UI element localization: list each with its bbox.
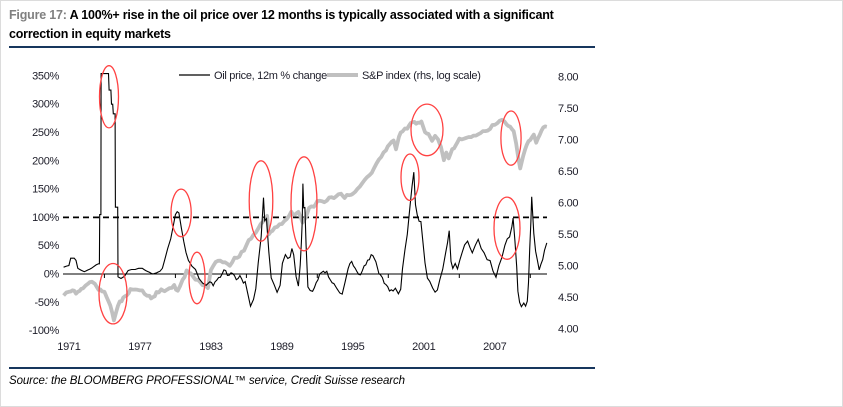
x-axis-tick-label: 1977 xyxy=(128,341,151,353)
right-axis-tick-label: 4.00 xyxy=(558,324,578,336)
figure-label: Figure 17: xyxy=(9,8,67,22)
right-axis-tick-label: 5.50 xyxy=(558,229,578,241)
left-axis-tick-label: 0% xyxy=(44,269,60,281)
figure-title-block: Figure 17: A 100%+ rise in the oil price… xyxy=(9,6,599,44)
highlight-ellipse xyxy=(170,188,192,238)
x-axis-tick-label: 1989 xyxy=(270,341,293,353)
legend-oil-label: Oil price, 12m % change xyxy=(214,70,327,82)
highlight-ellipse xyxy=(500,110,522,166)
left-axis-tick-label: 150% xyxy=(32,184,59,196)
x-axis-tick-label: 2007 xyxy=(483,341,506,353)
left-axis-tick-label: 350% xyxy=(32,70,59,82)
right-axis-tick-label: 6.00 xyxy=(558,198,578,210)
highlight-ellipse xyxy=(290,156,318,252)
legend-sp-label: S&P index (rhs, log scale) xyxy=(362,70,481,82)
highlight-ellipse xyxy=(98,65,120,129)
left-axis-tick-label: 250% xyxy=(32,127,59,139)
left-axis-tick-label: 200% xyxy=(32,155,59,167)
right-axis-tick-label: 6.50 xyxy=(558,166,578,178)
right-axis-tick-label: 7.50 xyxy=(558,103,578,115)
sp-index-line xyxy=(62,117,548,323)
chart-legend: Oil price, 12m % change S&P index (rhs, … xyxy=(179,70,481,82)
left-axis-tick-label: 300% xyxy=(32,99,59,111)
source-text: Source: the BLOOMBERG PROFESSIONAL™ serv… xyxy=(9,375,405,387)
oil-price-line xyxy=(63,73,548,308)
right-axis-tick-label: 4.50 xyxy=(558,292,578,304)
right-axis-tick-label: 5.00 xyxy=(558,261,578,273)
x-axis-tick-label: 1971 xyxy=(57,341,80,353)
figure-title: A 100%+ rise in the oil price over 12 mo… xyxy=(9,8,554,41)
chart-canvas: 350% 300% 250% 200% 150% 100% 50% 0% -50% -100% 8.… xyxy=(29,65,579,353)
highlight-ellipse xyxy=(410,103,444,157)
left-axis-tick-label: 50% xyxy=(38,240,60,252)
highlight-ellipse xyxy=(98,262,128,325)
x-axis-tick-label: 1983 xyxy=(199,341,222,353)
right-axis-tick-label: 8.00 xyxy=(558,72,578,84)
source-divider xyxy=(9,367,595,369)
highlight-ellipse xyxy=(188,251,206,305)
left-axis-tick-label: -100% xyxy=(29,325,60,337)
highlight-ellipse xyxy=(400,153,420,202)
x-axis-tick-label: 1995 xyxy=(341,341,364,353)
plot-area: 350% 300% 250% 200% 150% 100% 50% 0% -50% -100% 8.… xyxy=(29,65,579,353)
title-divider xyxy=(9,46,595,48)
x-axis-tick-label: 2001 xyxy=(412,341,435,353)
right-axis-tick-label: 7.00 xyxy=(558,135,578,147)
highlight-ellipse xyxy=(248,160,274,242)
left-axis-tick-label: -50% xyxy=(35,297,60,309)
left-axis-tick-label: 100% xyxy=(32,212,59,224)
highlight-ellipse xyxy=(493,196,521,260)
